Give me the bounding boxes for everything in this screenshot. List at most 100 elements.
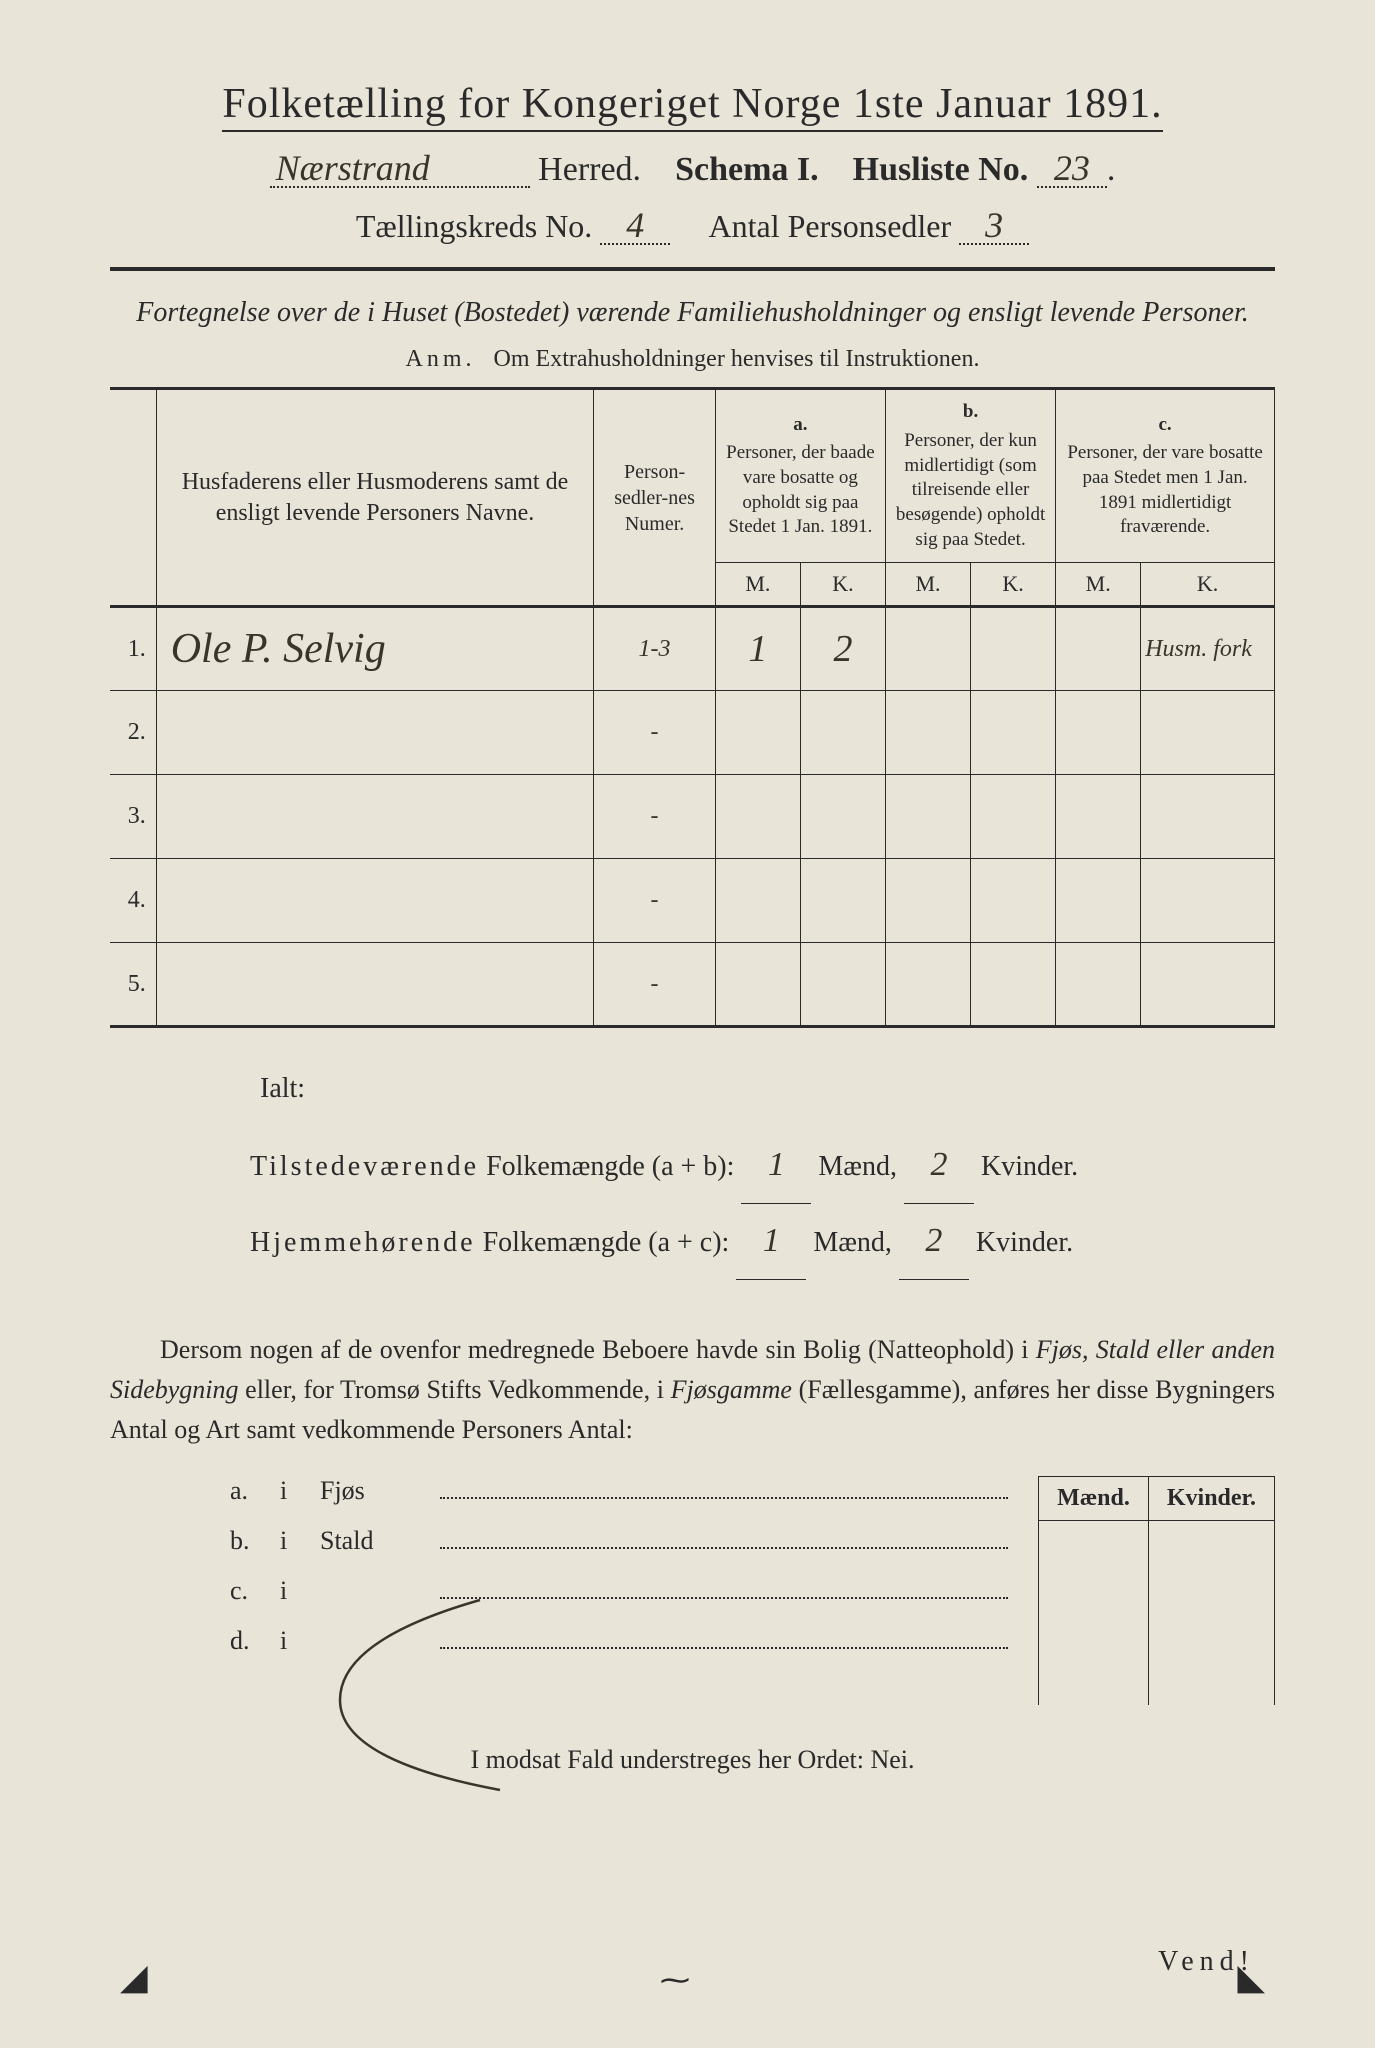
table-row: 2.- <box>110 691 1275 775</box>
c-m <box>1056 943 1141 1027</box>
a-k <box>800 691 885 775</box>
dwelling-block: a. i Fjøs b.iStald c. i d. i Mænd. Kvinder. <box>110 1476 1275 1705</box>
dwelling-type: Fjøs <box>320 1476 420 1506</box>
present-women: 2 <box>904 1128 974 1204</box>
herred-value: Nærstrand <box>270 150 530 188</box>
b-k <box>971 607 1056 691</box>
husliste-value: 23 <box>1037 150 1107 188</box>
col-num-header: Person-sedler-nes Numer. <box>594 389 716 607</box>
dwelling-k-header: Kvinder. <box>1148 1477 1274 1521</box>
totals-line-1: Tilstedeværende Folkemængde (a + b): 1 M… <box>250 1128 1275 1204</box>
personsedler-num: - <box>594 943 716 1027</box>
dwelling-mk-table: Mænd. Kvinder. <box>1038 1476 1275 1705</box>
dwelling-cell <box>1039 1659 1149 1705</box>
table-row: 3. - <box>110 775 1275 859</box>
dwelling-i: i <box>280 1576 300 1606</box>
corner-mark-mid: ⁓ <box>660 1963 690 1998</box>
col-rownum-header <box>110 389 156 607</box>
personsedler-num: 1-3 <box>594 607 716 691</box>
a-m <box>715 943 800 1027</box>
dwelling-i: i <box>280 1476 300 1506</box>
description-italic: Fortegnelse over de i Huset (Bostedet) v… <box>110 293 1275 332</box>
anm-label: Anm. <box>406 346 476 372</box>
a-k <box>800 775 885 859</box>
present-men: 1 <box>741 1128 811 1204</box>
person-name <box>156 859 594 943</box>
person-name <box>156 775 594 859</box>
herred-label: Herred. <box>538 151 641 188</box>
b-m <box>885 859 970 943</box>
dwelling-i: i <box>280 1626 300 1656</box>
c-k-note <box>1141 691 1275 775</box>
household-table: Husfaderens eller Husmoderens samt de en… <box>110 387 1275 1028</box>
dwelling-row: c. i <box>230 1576 1008 1606</box>
person-name: Ole P. Selvig <box>156 607 594 691</box>
b-m <box>885 943 970 1027</box>
dwelling-row: b.iStald <box>230 1526 1008 1556</box>
c-m <box>1056 775 1141 859</box>
dwelling-row: a. i Fjøs <box>230 1476 1008 1506</box>
a-m <box>715 775 800 859</box>
col-a-m: M. <box>715 563 800 607</box>
anm-text: Om Extrahusholdninger henvises til Instr… <box>494 346 980 372</box>
person-name <box>156 691 594 775</box>
dwelling-cell <box>1039 1613 1149 1659</box>
kreds-label: Tællingskreds No. <box>356 208 592 244</box>
antal-value: 3 <box>959 207 1029 245</box>
c-m <box>1056 859 1141 943</box>
col-b-header: b. Personer, der kun midlertidigt (som t… <box>885 389 1055 563</box>
row-number: 3. <box>110 775 156 859</box>
a-k <box>800 943 885 1027</box>
dotted-line <box>440 1597 1008 1599</box>
b-k <box>971 691 1056 775</box>
a-m: 1 <box>715 607 800 691</box>
a-m <box>715 691 800 775</box>
col-a-header: a. Personer, der baade vare bosatte og o… <box>715 389 885 563</box>
dwelling-list: a. i Fjøs b.iStald c. i d. i <box>110 1476 1008 1676</box>
b-k <box>971 775 1056 859</box>
row-number: 5. <box>110 943 156 1027</box>
c-k-note <box>1141 859 1275 943</box>
nei-line: I modsat Fald understreges her Ordet: Ne… <box>110 1745 1275 1775</box>
c-k-note <box>1141 775 1275 859</box>
resident-men: 1 <box>736 1204 806 1280</box>
dwelling-letter: d. <box>230 1626 260 1656</box>
c-m <box>1056 691 1141 775</box>
ialt-label: Ialt: <box>250 1058 1275 1120</box>
table-row: 4.- <box>110 859 1275 943</box>
personsedler-num: - <box>594 859 716 943</box>
dwelling-m-header: Mænd. <box>1039 1477 1149 1521</box>
header-block: Folketælling for Kongeriget Norge 1ste J… <box>110 80 1275 245</box>
dotted-line <box>440 1497 1008 1499</box>
dwelling-cell <box>1039 1567 1149 1613</box>
b-k <box>971 859 1056 943</box>
c-k-note: Husm. fork <box>1141 607 1275 691</box>
a-k <box>800 859 885 943</box>
dwelling-cell <box>1148 1613 1274 1659</box>
dwelling-cell <box>1148 1521 1274 1567</box>
dwelling-type: Stald <box>320 1526 420 1556</box>
header-line-2: Nærstrand Herred. Schema I. Husliste No.… <box>110 150 1275 189</box>
b-m <box>885 607 970 691</box>
table-row: 1.Ole P. Selvig1-312Husm. fork <box>110 607 1275 691</box>
c-k-note <box>1141 943 1275 1027</box>
col-name-header: Husfaderens eller Husmoderens samt de en… <box>156 389 594 607</box>
a-m <box>715 859 800 943</box>
dwelling-letter: c. <box>230 1576 260 1606</box>
col-a-k: K. <box>800 563 885 607</box>
personsedler-num: - <box>594 775 716 859</box>
divider-1 <box>110 267 1275 271</box>
dotted-line <box>440 1647 1008 1649</box>
description-anm: Anm. Om Extrahusholdninger henvises til … <box>110 346 1275 373</box>
husliste-label: Husliste No. <box>853 151 1029 188</box>
dwelling-letter: b. <box>230 1526 260 1556</box>
totals-block: Ialt: Tilstedeværende Folkemængde (a + b… <box>110 1058 1275 1279</box>
dwelling-letter: a. <box>230 1476 260 1506</box>
row-number: 1. <box>110 607 156 691</box>
dwelling-cell <box>1148 1567 1274 1613</box>
personsedler-num: - <box>594 691 716 775</box>
dwelling-cell <box>1039 1521 1149 1567</box>
dwelling-paragraph: Dersom nogen af de ovenfor medregnede Be… <box>110 1330 1275 1451</box>
table-row: 5. - <box>110 943 1275 1027</box>
b-k <box>971 943 1056 1027</box>
